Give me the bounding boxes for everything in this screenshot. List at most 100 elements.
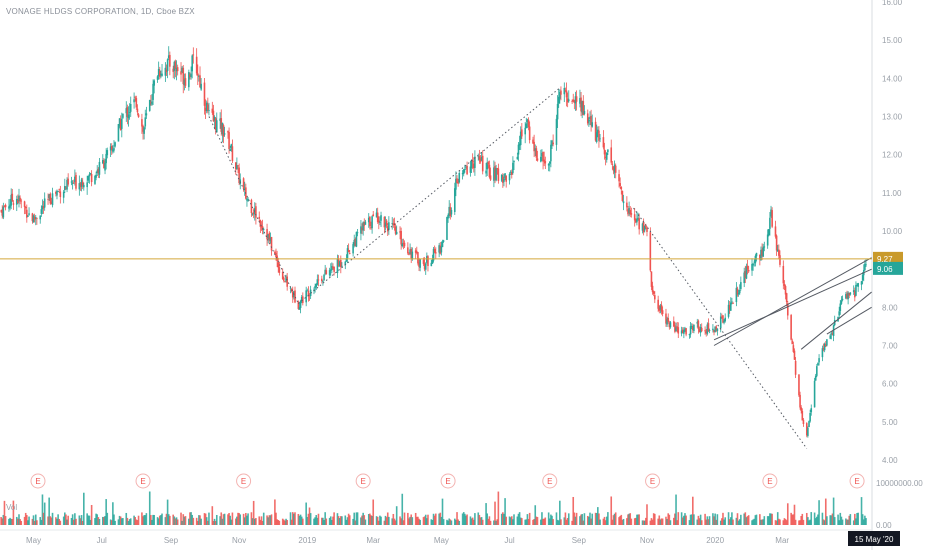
candle-body (589, 116, 591, 120)
candle-body (36, 217, 38, 219)
level-tag-text: 9.27 (877, 255, 893, 264)
volume-bar (779, 519, 781, 525)
candle-body (552, 142, 554, 145)
candle-body (612, 166, 615, 171)
volume-bar (557, 520, 560, 525)
volume-bar (838, 520, 840, 525)
volume-bar (223, 513, 226, 525)
y-tick-label: 8.00 (882, 303, 898, 312)
volume-bars-group (0, 491, 867, 525)
volume-bar (252, 500, 255, 525)
candle-body (128, 112, 131, 113)
candle-body (770, 209, 772, 217)
candle-body (543, 159, 545, 162)
volume-bar (317, 513, 320, 525)
candle-body (260, 225, 263, 228)
volume-bar (165, 513, 168, 525)
candle-body (735, 287, 738, 303)
volume-bar (164, 517, 167, 525)
candle-body (822, 348, 825, 350)
volume-bar (184, 516, 187, 525)
candle-body (9, 204, 11, 208)
volume-bar (457, 519, 459, 525)
candle-body (496, 167, 499, 169)
candle-body (556, 103, 559, 120)
volume-bar (298, 515, 301, 525)
candle-body (18, 195, 20, 201)
candle-body (72, 182, 75, 184)
volume-bar (469, 516, 472, 525)
candle-body (211, 108, 214, 113)
candle-body (778, 249, 780, 256)
volume-bar (864, 515, 866, 525)
volume-bar (552, 519, 554, 525)
volume-bar (649, 520, 652, 525)
candle-body (321, 278, 323, 282)
volume-bar (527, 518, 530, 525)
volume-bar (470, 518, 473, 525)
volume-bar (599, 519, 601, 525)
volume-bar (677, 512, 680, 525)
candle-body (20, 200, 23, 202)
candle-body (278, 267, 281, 273)
volume-bar (274, 499, 276, 525)
candle-body (151, 101, 153, 105)
volume-bar (510, 516, 513, 525)
volume-bar (548, 518, 551, 525)
volume-bar (586, 515, 589, 525)
volume-bar (289, 512, 292, 525)
candle-body (513, 161, 515, 163)
volume-bar (667, 513, 670, 525)
volume-bar (676, 520, 678, 525)
candle-body (270, 237, 273, 251)
candle-body (813, 380, 816, 408)
candle-body (696, 321, 699, 324)
volume-bar (261, 520, 264, 525)
volume-bar (659, 519, 662, 525)
candle-body (144, 117, 147, 127)
candle-body (594, 121, 597, 141)
volume-bar (362, 512, 364, 525)
volume-bar (712, 513, 714, 525)
candle-body (423, 263, 426, 270)
candle-body (744, 271, 747, 278)
candle-body (308, 295, 311, 296)
volume-bar (48, 497, 50, 525)
volume-bar (125, 512, 128, 525)
volume-bar (849, 514, 852, 525)
volume-bar (792, 514, 795, 525)
volume-bar (618, 517, 620, 525)
volume-bar (204, 513, 207, 525)
candle-body (229, 149, 231, 151)
candle-body (845, 294, 847, 299)
candle-body (763, 246, 766, 248)
volume-bar (855, 518, 857, 525)
volume-bar (411, 517, 414, 525)
candle-body (106, 150, 109, 156)
candle-body (262, 228, 265, 230)
volume-bar (563, 517, 566, 525)
candle-body (11, 193, 14, 202)
volume-bar (612, 515, 615, 525)
candle-body (477, 156, 480, 158)
volume-bar (478, 514, 481, 525)
candle-body (516, 156, 519, 160)
candle-body (219, 118, 221, 121)
candle-body (571, 101, 573, 103)
volume-bar (603, 516, 606, 525)
candle-body (96, 170, 99, 174)
candle-body (791, 340, 794, 345)
candle-body (126, 107, 129, 118)
candle-body (34, 217, 37, 219)
volume-bar (434, 513, 437, 525)
y-tick-label: 6.00 (882, 380, 898, 389)
candle-body (697, 320, 700, 330)
candle-body (540, 156, 542, 162)
candle-body (95, 174, 97, 178)
volume-bar (547, 512, 550, 525)
candle-body (253, 208, 256, 214)
volume-bar (474, 513, 476, 525)
candle-body (518, 143, 521, 146)
